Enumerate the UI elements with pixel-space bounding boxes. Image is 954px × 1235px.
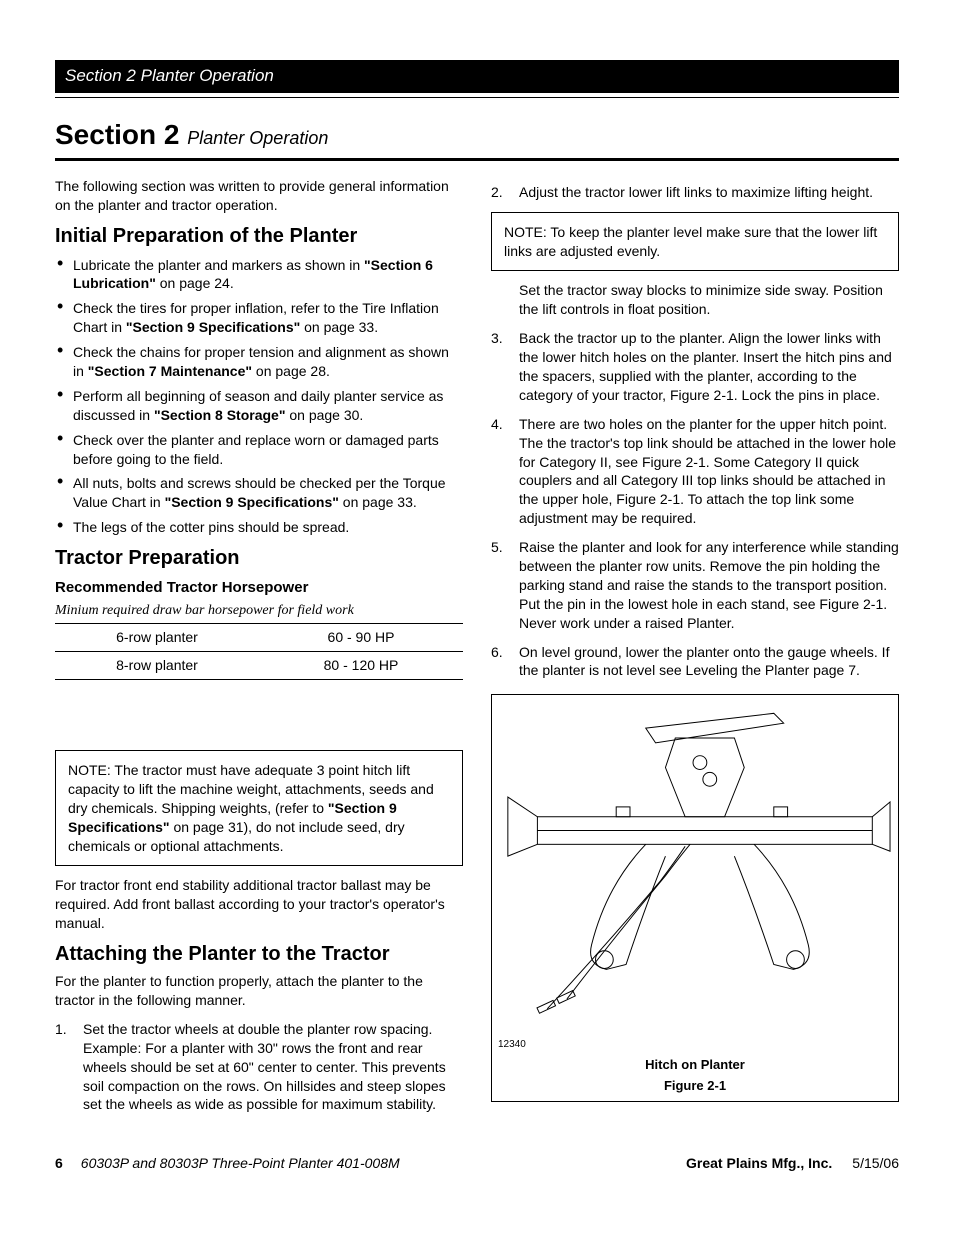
step-1: Set the tractor wheels at double the pla… bbox=[55, 1020, 463, 1114]
figure-caption-1: Hitch on Planter bbox=[498, 1056, 892, 1074]
rule-thin bbox=[55, 97, 899, 98]
heading-attach: Attaching the Planter to the Tractor bbox=[55, 941, 463, 968]
heading-initial-prep: Initial Preparation of the Planter bbox=[55, 223, 463, 250]
spacer bbox=[55, 680, 463, 740]
cell: 6-row planter bbox=[55, 624, 259, 652]
table-row: 8-row planter 80 - 120 HP bbox=[55, 652, 463, 680]
initial-prep-list: Lubricate the planter and markers as sho… bbox=[55, 256, 463, 538]
step-5: Raise the planter and look for any inter… bbox=[491, 538, 899, 632]
list-item: All nuts, bolts and screws should be che… bbox=[69, 474, 463, 512]
table-caption: Minium required draw bar horsepower for … bbox=[55, 602, 463, 621]
text: on page 28. bbox=[252, 363, 330, 379]
title-sub: Planter Operation bbox=[187, 128, 328, 148]
attach-steps-right-2: Back the tractor up to the planter. Alig… bbox=[491, 329, 899, 680]
list-item: The legs of the cotter pins should be sp… bbox=[69, 518, 463, 537]
attach-intro: For the planter to function properly, at… bbox=[55, 972, 463, 1010]
heading-hp: Recommended Tractor Horsepower bbox=[55, 578, 463, 598]
step-3: Back the tractor up to the planter. Alig… bbox=[491, 329, 899, 405]
note-box-hitch-capacity: NOTE: The tractor must have adequate 3 p… bbox=[55, 750, 463, 866]
list-item: Check the chains for proper tension and … bbox=[69, 343, 463, 381]
hitch-diagram-icon bbox=[498, 701, 892, 1031]
page-number: 6 bbox=[55, 1154, 63, 1173]
attach-steps-left: Set the tractor wheels at double the pla… bbox=[55, 1020, 463, 1114]
cell: 8-row planter bbox=[55, 652, 259, 680]
hp-table: 6-row planter 60 - 90 HP 8-row planter 8… bbox=[55, 623, 463, 680]
two-column-layout: The following section was written to pro… bbox=[55, 173, 899, 1125]
text: Lubricate the planter and markers as sho… bbox=[73, 257, 364, 273]
ref: "Section 9 Specifications" bbox=[165, 494, 339, 510]
step-4: There are two holes on the planter for t… bbox=[491, 415, 899, 528]
intro-paragraph: The following section was written to pro… bbox=[55, 177, 463, 215]
step-6: On level ground, lower the planter onto … bbox=[491, 643, 899, 681]
page-footer: 6 60303P and 80303P Three-Point Planter … bbox=[55, 1154, 899, 1173]
list-item: Check the tires for proper inflation, re… bbox=[69, 299, 463, 337]
attach-steps-right: Adjust the tractor lower lift links to m… bbox=[491, 183, 899, 202]
column-right: Adjust the tractor lower lift links to m… bbox=[491, 173, 899, 1125]
step-2: Adjust the tractor lower lift links to m… bbox=[491, 183, 899, 202]
ballast-paragraph: For tractor front end stability addition… bbox=[55, 876, 463, 933]
rule-thick bbox=[55, 158, 899, 161]
ref: "Section 9 Specifications" bbox=[126, 319, 300, 335]
note-box-level: NOTE: To keep the planter level make sur… bbox=[491, 212, 899, 272]
text: on page 33. bbox=[300, 319, 378, 335]
column-left: The following section was written to pro… bbox=[55, 173, 463, 1125]
footer-doc-title: 60303P and 80303P Three-Point Planter 40… bbox=[81, 1154, 686, 1173]
figure-box: 12340 Hitch on Planter Figure 2-1 bbox=[491, 694, 899, 1101]
cell: 60 - 90 HP bbox=[259, 624, 463, 652]
cell: 80 - 120 HP bbox=[259, 652, 463, 680]
text: on page 24. bbox=[156, 275, 234, 291]
footer-manufacturer: Great Plains Mfg., Inc. bbox=[686, 1154, 832, 1173]
figure-caption-2: Figure 2-1 bbox=[498, 1077, 892, 1095]
table-row: 6-row planter 60 - 90 HP bbox=[55, 624, 463, 652]
step-2-continuation: Set the tractor sway blocks to minimize … bbox=[491, 281, 899, 319]
text: on page 30. bbox=[285, 407, 363, 423]
heading-tractor-prep: Tractor Preparation bbox=[55, 545, 463, 572]
section-header-bar: Section 2 Planter Operation bbox=[55, 60, 899, 93]
ref: "Section 7 Maintenance" bbox=[88, 363, 252, 379]
text: on page 33. bbox=[339, 494, 417, 510]
footer-date: 5/15/06 bbox=[852, 1154, 899, 1173]
list-item: Check over the planter and replace worn … bbox=[69, 431, 463, 469]
figure-number: 12340 bbox=[498, 1038, 892, 1052]
title-main: Section 2 bbox=[55, 119, 179, 150]
list-item: Lubricate the planter and markers as sho… bbox=[69, 256, 463, 294]
section-title: Section 2 Planter Operation bbox=[55, 116, 899, 154]
list-item: Perform all beginning of season and dail… bbox=[69, 387, 463, 425]
ref: "Section 8 Storage" bbox=[154, 407, 286, 423]
